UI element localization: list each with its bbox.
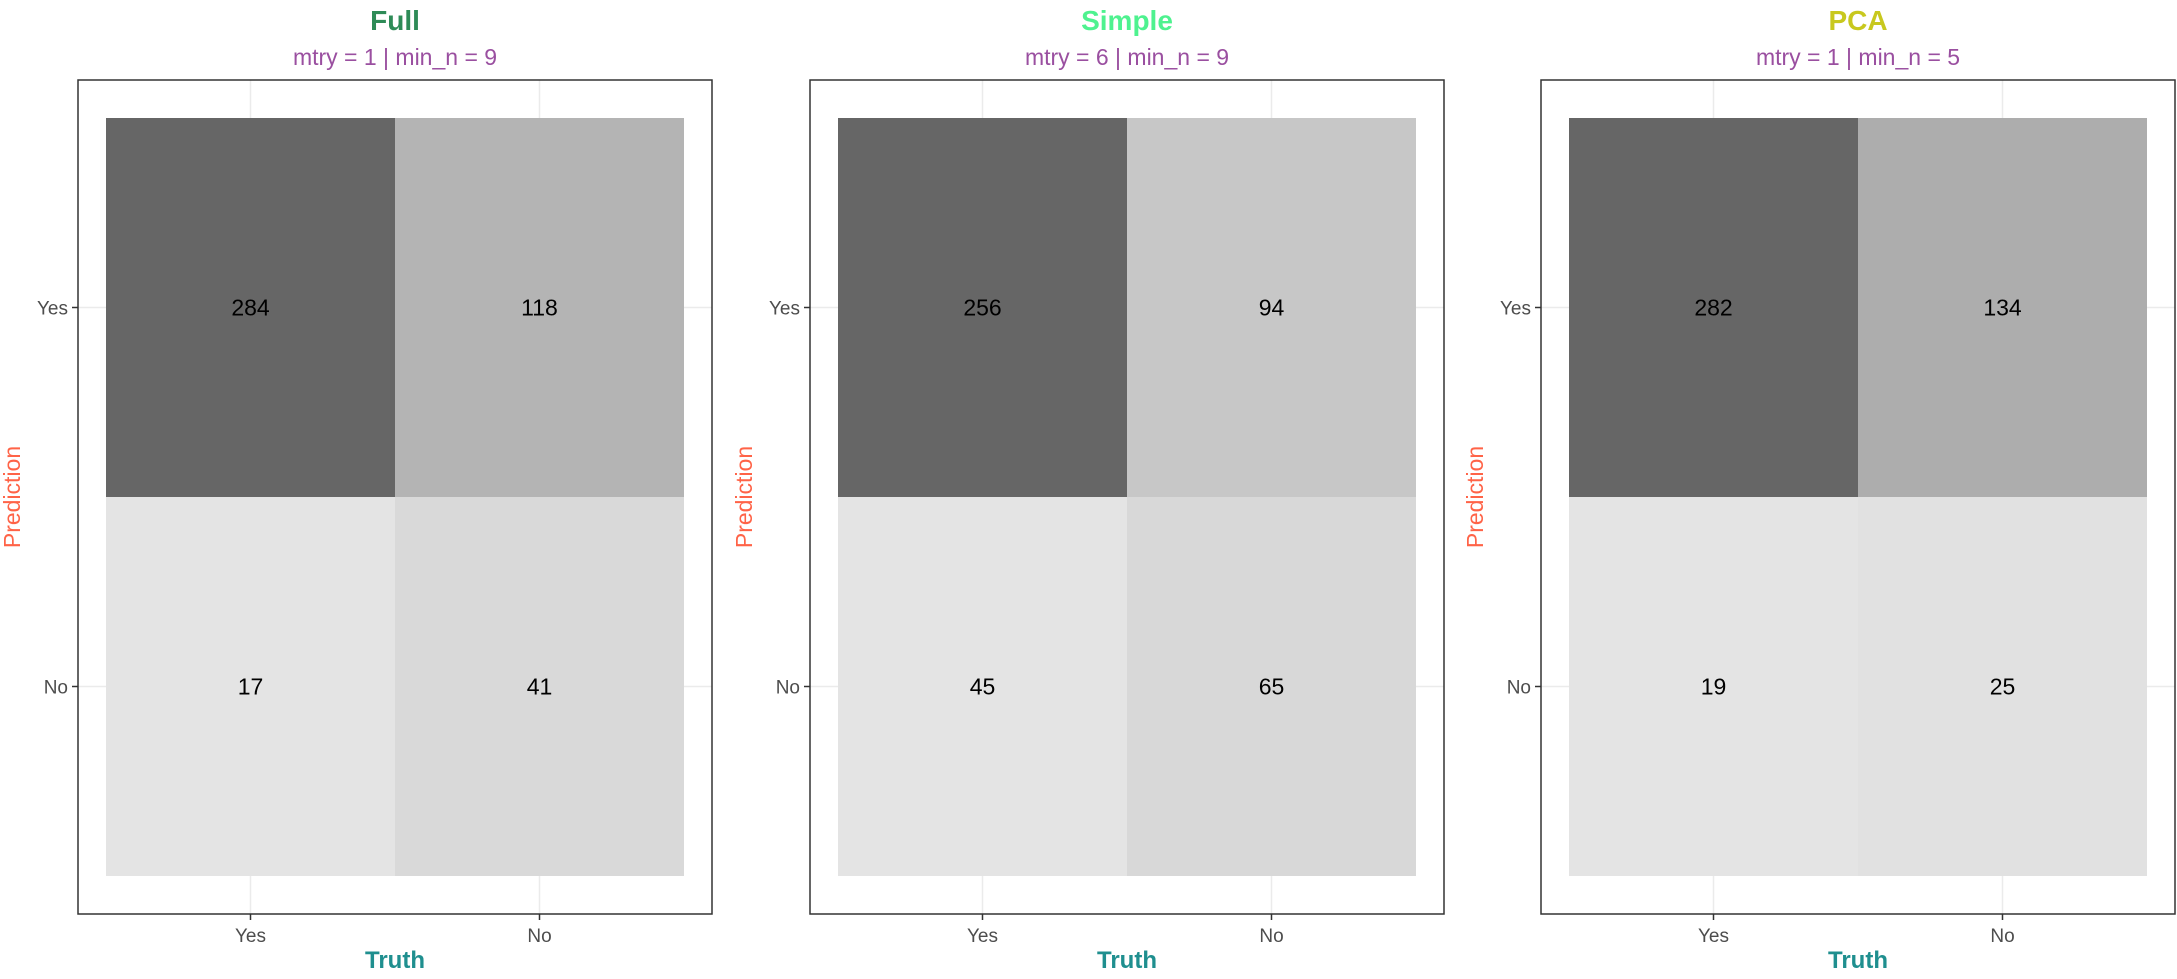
panel-pca-title: PCA [1828, 5, 1887, 36]
panel-pca-tile-yes-yes [1569, 118, 1858, 497]
panel-simple-tile-no-yes [1127, 118, 1416, 497]
panel-simple-cell-value-yes-no: 45 [970, 674, 996, 700]
panel-full-title: Full [370, 5, 420, 36]
panel-simple-x-tick-label-yes: Yes [967, 926, 998, 947]
panel-pca-y-tick-label-yes: Yes [1500, 299, 1531, 320]
panel-simple-y-axis-title: Prediction [731, 446, 757, 548]
panel-full-subtitle: mtry = 1 | min_n = 9 [293, 44, 497, 70]
panel-pca-border [1540, 79, 2176, 915]
panel-full-y-axis-title: Prediction [0, 446, 25, 548]
panel-simple-x-tick-label-no: No [1259, 926, 1283, 947]
panel-simple-cell-value-yes-yes: 256 [963, 295, 1001, 321]
panel-full-cell-value-no-no: 41 [527, 674, 553, 700]
panel-pca-subtitle: mtry = 1 | min_n = 5 [1756, 44, 1960, 70]
panel-full-x-tick-label-yes: Yes [235, 926, 266, 947]
panel-simple-tile-yes-yes [838, 118, 1127, 497]
panel-full-cell-value-yes-no: 17 [238, 674, 264, 700]
panel-simple-tile-no-no [1127, 497, 1416, 876]
panel-pca-y-tick-label-no: No [1507, 678, 1531, 699]
panel-pca-x-axis-title: Truth [1828, 947, 1888, 974]
panel-simple-cell-value-no-yes: 94 [1259, 295, 1285, 321]
panel-pca-x-tick-label-no: No [1990, 926, 2014, 947]
panel-simple-border [809, 79, 1445, 915]
panel-full-border [77, 79, 713, 915]
panel-full-tile-no-yes [395, 118, 684, 497]
panel-full-tile-yes-no [106, 497, 395, 876]
panel-full-x-axis-title: Truth [365, 947, 425, 974]
panel-full-x-tick-label-no: No [527, 926, 551, 947]
panel-simple-y-tick-label-yes: Yes [769, 299, 800, 320]
panel-simple-x-axis-title: Truth [1097, 947, 1157, 974]
panel-full-cell-value-no-yes: 118 [521, 295, 558, 321]
panel-simple-y-tick-label-no: No [776, 678, 800, 699]
panel-pca-cell-value-no-no: 25 [1990, 674, 2016, 700]
panel-full-tile-no-no [395, 497, 684, 876]
panel-full-tile-yes-yes [106, 118, 395, 497]
panel-pca-tile-yes-no [1569, 497, 1858, 876]
panel-pca-tile-no-no [1858, 497, 2147, 876]
panel-full-y-tick-label-no: No [44, 678, 68, 699]
panel-full-cell-value-yes-yes: 284 [231, 295, 270, 321]
panel-simple-subtitle: mtry = 6 | min_n = 9 [1025, 44, 1229, 70]
panel-simple-cell-value-no-no: 65 [1259, 674, 1285, 700]
panel-simple-tile-yes-no [838, 497, 1127, 876]
panel-pca-x-tick-label-yes: Yes [1698, 926, 1729, 947]
panel-pca-cell-value-no-yes: 134 [1983, 295, 2022, 321]
panel-pca-cell-value-yes-yes: 282 [1694, 295, 1732, 321]
panel-pca-y-axis-title: Prediction [1462, 446, 1488, 548]
panel-pca-cell-value-yes-no: 19 [1701, 674, 1727, 700]
panel-simple-title: Simple [1081, 5, 1173, 36]
panel-full-y-tick-label-yes: Yes [37, 299, 68, 320]
panel-pca-tile-no-yes [1858, 118, 2147, 497]
